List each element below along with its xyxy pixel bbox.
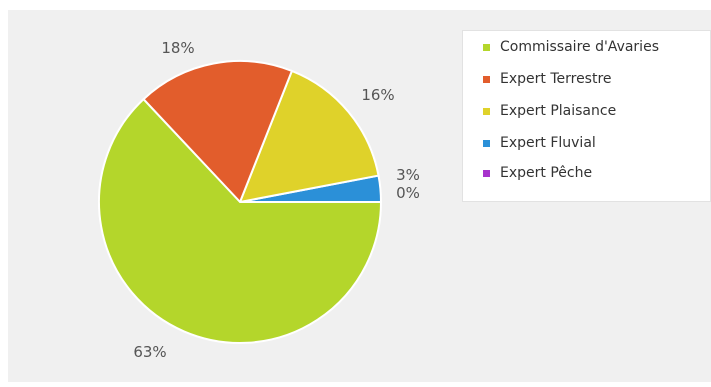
legend-item[interactable]: Expert Pêche [483, 162, 592, 184]
legend-item[interactable]: Commissaire d'Avaries [483, 36, 659, 58]
legend-swatch [483, 169, 490, 177]
pie-slice[interactable] [238, 69, 380, 204]
pie-data-labels: 63% 18% 16% 3%0% [133, 39, 420, 361]
legend-item[interactable]: Expert Plaisance [483, 100, 616, 122]
legend-label: Expert Fluvial [500, 135, 596, 151]
legend-label: Expert Plaisance [500, 103, 617, 119]
pie-data-label: 16% [361, 86, 394, 104]
legend-item[interactable]: Expert Terrestre [483, 68, 612, 90]
legend-item[interactable]: Expert Fluvial [483, 132, 596, 154]
legend-label: Expert Pêche [500, 165, 593, 181]
chart-legend: Commissaire d'Avaries Expert Terrestre E… [462, 30, 711, 202]
legend-label: Commissaire d'Avaries [500, 39, 659, 55]
legend-swatch [483, 43, 490, 51]
legend-label: Expert Terrestre [500, 71, 612, 87]
pie-data-label: 18% [161, 39, 194, 57]
legend-swatch [483, 139, 490, 147]
pie-slices [98, 60, 383, 344]
legend-swatch [483, 75, 490, 83]
pie-data-label: 63% [133, 343, 166, 361]
legend-swatch [483, 107, 490, 115]
pie-data-label: 0% [396, 184, 420, 202]
pie-slice[interactable] [98, 97, 383, 344]
pie-data-label: 3% [396, 166, 420, 184]
pie-slice[interactable] [142, 60, 294, 204]
